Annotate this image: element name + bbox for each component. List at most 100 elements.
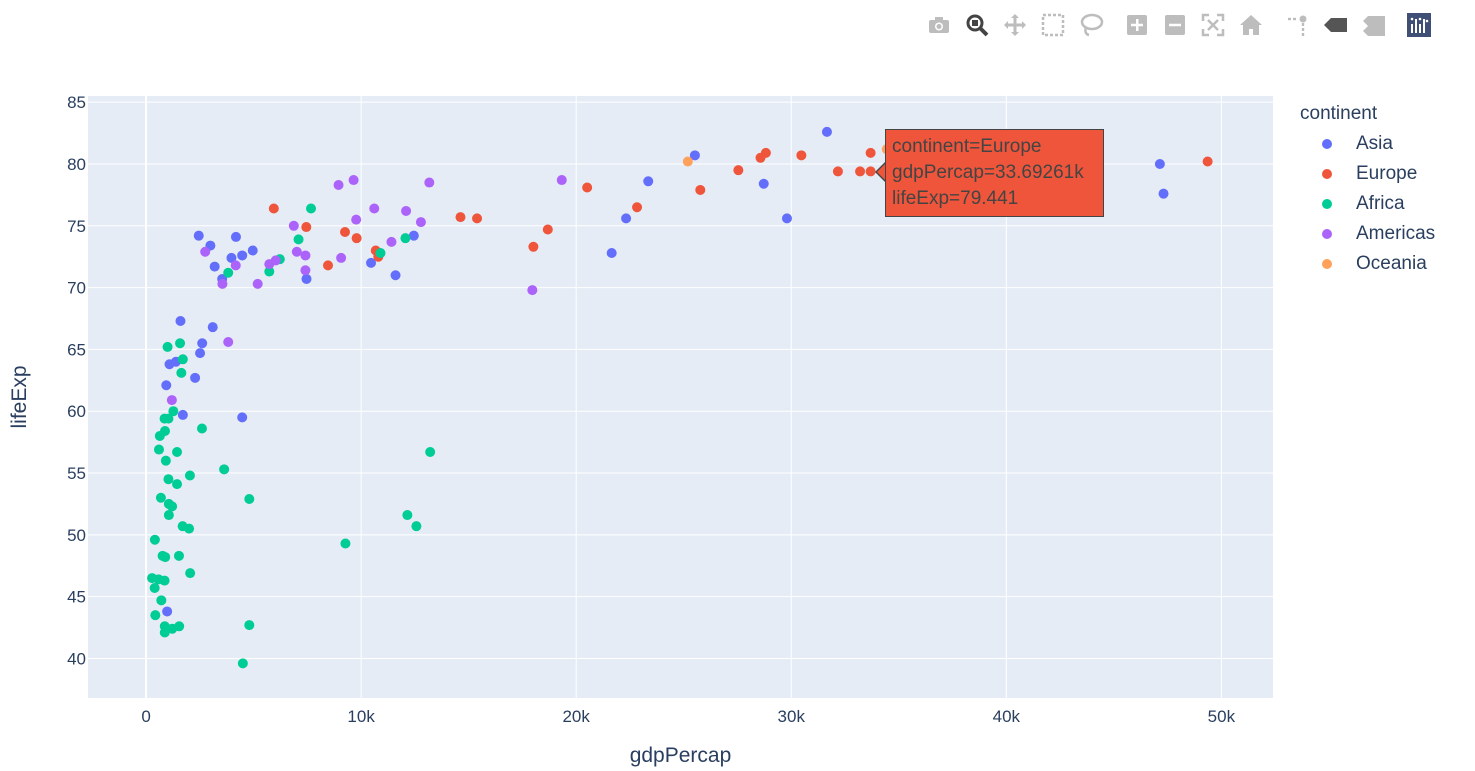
data-point-europe[interactable] [268, 203, 279, 214]
data-point-americas[interactable] [348, 175, 359, 186]
data-point-africa[interactable] [340, 538, 351, 549]
data-point-africa[interactable] [172, 447, 183, 458]
data-point-asia[interactable] [643, 176, 654, 187]
data-point-africa[interactable] [411, 521, 422, 532]
data-point-asia[interactable] [230, 231, 241, 242]
data-point-asia[interactable] [193, 230, 204, 241]
data-point-americas[interactable] [200, 246, 211, 257]
camera-button[interactable] [920, 8, 958, 42]
data-point-africa[interactable] [425, 447, 436, 458]
legend-item-europe[interactable]: Europe [1300, 159, 1435, 189]
data-point-asia[interactable] [408, 230, 419, 241]
lasso-select-button[interactable] [1072, 8, 1110, 42]
data-point-asia[interactable] [161, 380, 172, 391]
data-point-africa[interactable] [150, 610, 161, 621]
data-point-africa[interactable] [306, 203, 317, 214]
data-point-africa[interactable] [160, 455, 171, 466]
data-point-africa[interactable] [184, 523, 195, 534]
data-point-africa[interactable] [163, 498, 174, 509]
data-point-europe[interactable] [695, 184, 706, 195]
data-point-africa[interactable] [196, 423, 207, 434]
data-point-americas[interactable] [264, 259, 275, 270]
data-point-africa[interactable] [163, 413, 174, 424]
data-point-asia[interactable] [781, 213, 792, 224]
data-point-americas[interactable] [166, 395, 177, 406]
data-point-europe[interactable] [582, 182, 593, 193]
data-point-africa[interactable] [176, 367, 187, 378]
data-point-africa[interactable] [244, 493, 255, 504]
data-point-europe[interactable] [472, 213, 483, 224]
data-point-americas[interactable] [369, 203, 380, 214]
data-point-africa[interactable] [173, 550, 184, 561]
data-point-asia[interactable] [237, 250, 248, 261]
data-point-europe[interactable] [542, 224, 553, 235]
data-point-asia[interactable] [689, 150, 700, 161]
data-point-africa[interactable] [149, 534, 160, 545]
data-point-americas[interactable] [223, 336, 234, 347]
data-point-europe[interactable] [632, 202, 643, 213]
data-point-africa[interactable] [163, 510, 174, 521]
box-select-button[interactable] [1034, 8, 1072, 42]
data-point-africa[interactable] [168, 406, 179, 417]
data-point-americas[interactable] [333, 180, 344, 191]
data-point-asia[interactable] [209, 261, 220, 272]
data-point-asia[interactable] [1154, 158, 1165, 169]
data-point-africa[interactable] [149, 582, 160, 593]
data-point-africa[interactable] [153, 444, 164, 455]
data-point-asia[interactable] [197, 338, 208, 349]
data-point-africa[interactable] [177, 354, 188, 365]
data-point-americas[interactable] [401, 205, 412, 216]
data-point-americas[interactable] [252, 278, 263, 289]
data-point-africa[interactable] [219, 464, 230, 475]
data-point-asia[interactable] [1158, 188, 1169, 199]
data-point-europe[interactable] [323, 260, 334, 271]
data-point-africa[interactable] [174, 621, 185, 632]
data-point-africa[interactable] [402, 510, 413, 521]
data-point-asia[interactable] [301, 273, 312, 284]
legend-item-oceania[interactable]: Oceania [1300, 249, 1435, 279]
data-point-asia[interactable] [175, 315, 186, 326]
autoscale-button[interactable] [1194, 8, 1232, 42]
data-point-americas[interactable] [386, 236, 397, 247]
data-point-americas[interactable] [527, 285, 538, 296]
data-point-americas[interactable] [424, 177, 435, 188]
data-point-asia[interactable] [247, 245, 258, 256]
data-point-africa[interactable] [160, 552, 171, 563]
zoom-out-button[interactable] [1156, 8, 1194, 42]
data-point-africa[interactable] [172, 479, 183, 490]
data-point-asia[interactable] [621, 213, 632, 224]
plotly-logo-button[interactable] [1400, 8, 1438, 42]
pan-button[interactable] [996, 8, 1034, 42]
data-point-europe[interactable] [351, 233, 362, 244]
data-point-asia[interactable] [207, 322, 218, 333]
spike-lines-button[interactable] [1278, 8, 1316, 42]
data-point-africa[interactable] [375, 247, 386, 258]
data-point-americas[interactable] [300, 250, 311, 261]
data-point-americas[interactable] [336, 252, 347, 263]
legend-item-americas[interactable]: Americas [1300, 219, 1435, 249]
data-point-europe[interactable] [340, 226, 351, 237]
data-point-asia[interactable] [195, 348, 206, 359]
zoom-button[interactable] [958, 8, 996, 42]
reset-axes-button[interactable] [1232, 8, 1270, 42]
data-point-asia[interactable] [390, 270, 401, 281]
data-point-asia[interactable] [164, 359, 175, 370]
data-point-africa[interactable] [293, 234, 304, 245]
data-point-africa[interactable] [163, 474, 174, 485]
data-point-africa[interactable] [400, 233, 411, 244]
data-point-africa[interactable] [244, 620, 255, 631]
data-point-africa[interactable] [264, 266, 275, 277]
data-point-asia[interactable] [162, 606, 173, 617]
data-point-asia[interactable] [177, 409, 188, 420]
data-point-africa[interactable] [223, 267, 234, 278]
data-point-oceania[interactable] [682, 156, 693, 167]
legend-item-asia[interactable]: Asia [1300, 129, 1435, 159]
data-point-asia[interactable] [758, 178, 769, 189]
data-point-americas[interactable] [556, 175, 567, 186]
data-point-africa[interactable] [155, 492, 166, 503]
data-point-africa[interactable] [185, 568, 196, 579]
data-point-africa[interactable] [154, 430, 165, 441]
data-point-africa[interactable] [156, 595, 167, 606]
data-point-europe[interactable] [796, 150, 807, 161]
data-point-europe[interactable] [455, 212, 466, 223]
